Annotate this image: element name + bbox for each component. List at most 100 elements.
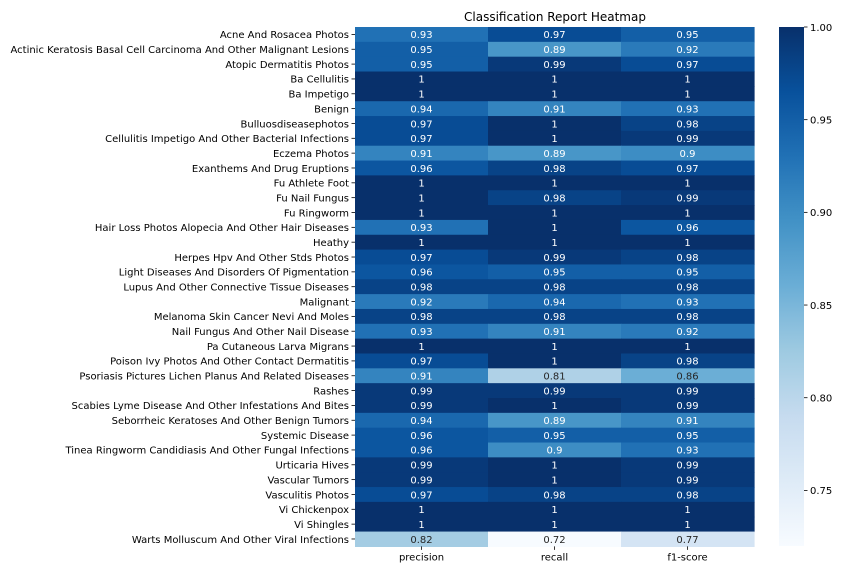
- cell-value-label: 0.94: [410, 104, 432, 115]
- row-tick-label: Herpes Hpv And Other Stds Photos: [174, 253, 349, 264]
- cell-value-label: 0.98: [676, 119, 698, 130]
- cell-value-label: 0.97: [410, 119, 432, 130]
- heatmap-cell: [355, 383, 489, 399]
- heatmap-cell: [621, 442, 755, 458]
- heatmap-cell: [488, 294, 622, 310]
- heatmap-cell: [621, 116, 755, 132]
- cell-value-label: 0.96: [410, 431, 432, 442]
- row-tick-label: Vascular Tumors: [267, 475, 349, 486]
- heatmap-cell: [488, 219, 622, 236]
- row-tick-label: Actinic Keratosis Basal Cell Carcinoma A…: [10, 45, 349, 56]
- cell-value-label: 0.96: [410, 446, 432, 457]
- row-tick-label: Fu Ringworm: [284, 208, 349, 219]
- cell-value-label: 0.97: [410, 253, 432, 264]
- cell-value-label: 0.81: [543, 372, 565, 383]
- cell-value-label: 0.96: [410, 268, 432, 279]
- cell-value-label: 0.93: [676, 297, 698, 308]
- row-tick-label: Warts Molluscum And Other Viral Infectio…: [132, 535, 349, 546]
- cell-value-label: 0.98: [410, 283, 432, 294]
- row-tick-label: Benign: [314, 104, 349, 115]
- heatmap-cell: [355, 234, 489, 251]
- heatmap-cell: [488, 516, 622, 533]
- column-tick-label: f1-score: [667, 552, 707, 563]
- heatmap-cell: [355, 472, 489, 488]
- cell-value-label: 1: [551, 208, 557, 219]
- cell-value-label: 1: [551, 223, 557, 234]
- cell-value-label: 0.92: [676, 327, 698, 338]
- heatmap-cell: [488, 501, 622, 518]
- cell-value-label: 0.91: [676, 416, 698, 427]
- cell-value-label: 1: [551, 401, 557, 412]
- column-tick-labels: precision recall f1-score: [399, 546, 708, 563]
- cell-value-label: 0.89: [543, 45, 565, 56]
- column-tick-label: precision: [399, 552, 444, 563]
- cell-value-label: 1: [684, 505, 690, 516]
- heatmap-cell: [621, 412, 755, 429]
- row-tick-label: Seborrheic Keratoses And Other Benign Tu…: [112, 416, 349, 427]
- row-tick-label: Vi Chickenpox: [279, 505, 349, 516]
- heatmap-cell: [488, 56, 622, 73]
- heatmap-cell: [488, 175, 622, 191]
- cell-value-label: 0.91: [410, 149, 432, 160]
- heatmap-cell: [355, 368, 489, 384]
- heatmap-cell: [355, 130, 489, 147]
- cell-value-label: 1: [551, 134, 557, 145]
- heatmap-cell: [488, 531, 622, 547]
- cell-value-label: 0.98: [676, 490, 698, 501]
- heatmap-cell: [621, 427, 755, 444]
- colorbar-tick-label: 0.85: [810, 301, 832, 312]
- cell-value-label: 0.97: [410, 357, 432, 368]
- heatmap-cell: [355, 398, 489, 414]
- row-tick-label: Fu Nail Fungus: [276, 193, 349, 204]
- cell-value-label: 0.95: [676, 431, 698, 442]
- cell-value-label: 0.99: [676, 475, 698, 486]
- heatmap-cell: [621, 160, 755, 176]
- heatmap-cell: [488, 264, 622, 280]
- heatmap-cell: [488, 27, 622, 43]
- heatmap-cell: [355, 457, 489, 473]
- row-tick-label: Light Diseases And Disorders Of Pigmenta…: [119, 268, 349, 279]
- colorbar-gradient: [779, 27, 804, 546]
- heatmap-cell: [355, 175, 489, 191]
- cell-value-label: 0.99: [676, 461, 698, 472]
- heatmap-cell: [355, 190, 489, 206]
- cell-value-label: 1: [551, 75, 557, 86]
- heatmap-cell: [621, 457, 755, 473]
- cell-value-label: 0.93: [410, 223, 432, 234]
- cell-value-label: 0.97: [676, 60, 698, 71]
- cell-value-label: 0.99: [676, 193, 698, 204]
- heatmap-cell: [621, 56, 755, 73]
- cell-value-label: 0.98: [676, 253, 698, 264]
- heatmap-cell: [488, 323, 622, 340]
- row-tick-label: Nail Fungus And Other Nail Disease: [172, 327, 349, 338]
- heatmap-cell: [621, 308, 755, 325]
- cell-value-label: 0.99: [676, 386, 698, 397]
- colorbar: 0.75 0.80 0.85 0.90 0.95 1.00: [779, 23, 832, 546]
- cell-value-label: 1: [418, 342, 424, 353]
- row-tick-label: Malignant: [300, 297, 349, 308]
- cell-value-label: 1: [551, 357, 557, 368]
- row-tick-label: Melanoma Skin Cancer Nevi And Moles: [154, 312, 349, 323]
- cell-value-label: 0.98: [543, 490, 565, 501]
- cell-value-label: 0.9: [680, 149, 696, 160]
- heatmap-cell: [488, 130, 622, 147]
- heatmap-cell: [621, 501, 755, 518]
- heatmap-cell: [488, 472, 622, 488]
- cell-value-label: 1: [684, 179, 690, 190]
- cell-value-label: 0.93: [676, 446, 698, 457]
- row-tick-label: Urticaria Hives: [275, 461, 349, 472]
- chart-title: Classification Report Heatmap: [464, 10, 646, 24]
- cell-value-label: 0.96: [676, 223, 698, 234]
- heatmap-cell: [488, 279, 622, 295]
- cell-value-label: 0.91: [543, 104, 565, 115]
- heatmap-cell: [621, 487, 755, 503]
- row-tick-label: Hair Loss Photos Alopecia And Other Hair…: [95, 223, 349, 234]
- cell-value-label: 0.89: [543, 149, 565, 160]
- cell-value-label: 1: [418, 90, 424, 101]
- heatmap-cell: [355, 323, 489, 340]
- cell-value-label: 1: [684, 90, 690, 101]
- heatmap-cell: [488, 71, 622, 87]
- heatmap-cell: [621, 279, 755, 295]
- cell-value-label: 1: [684, 342, 690, 353]
- heatmap-cell: [355, 116, 489, 132]
